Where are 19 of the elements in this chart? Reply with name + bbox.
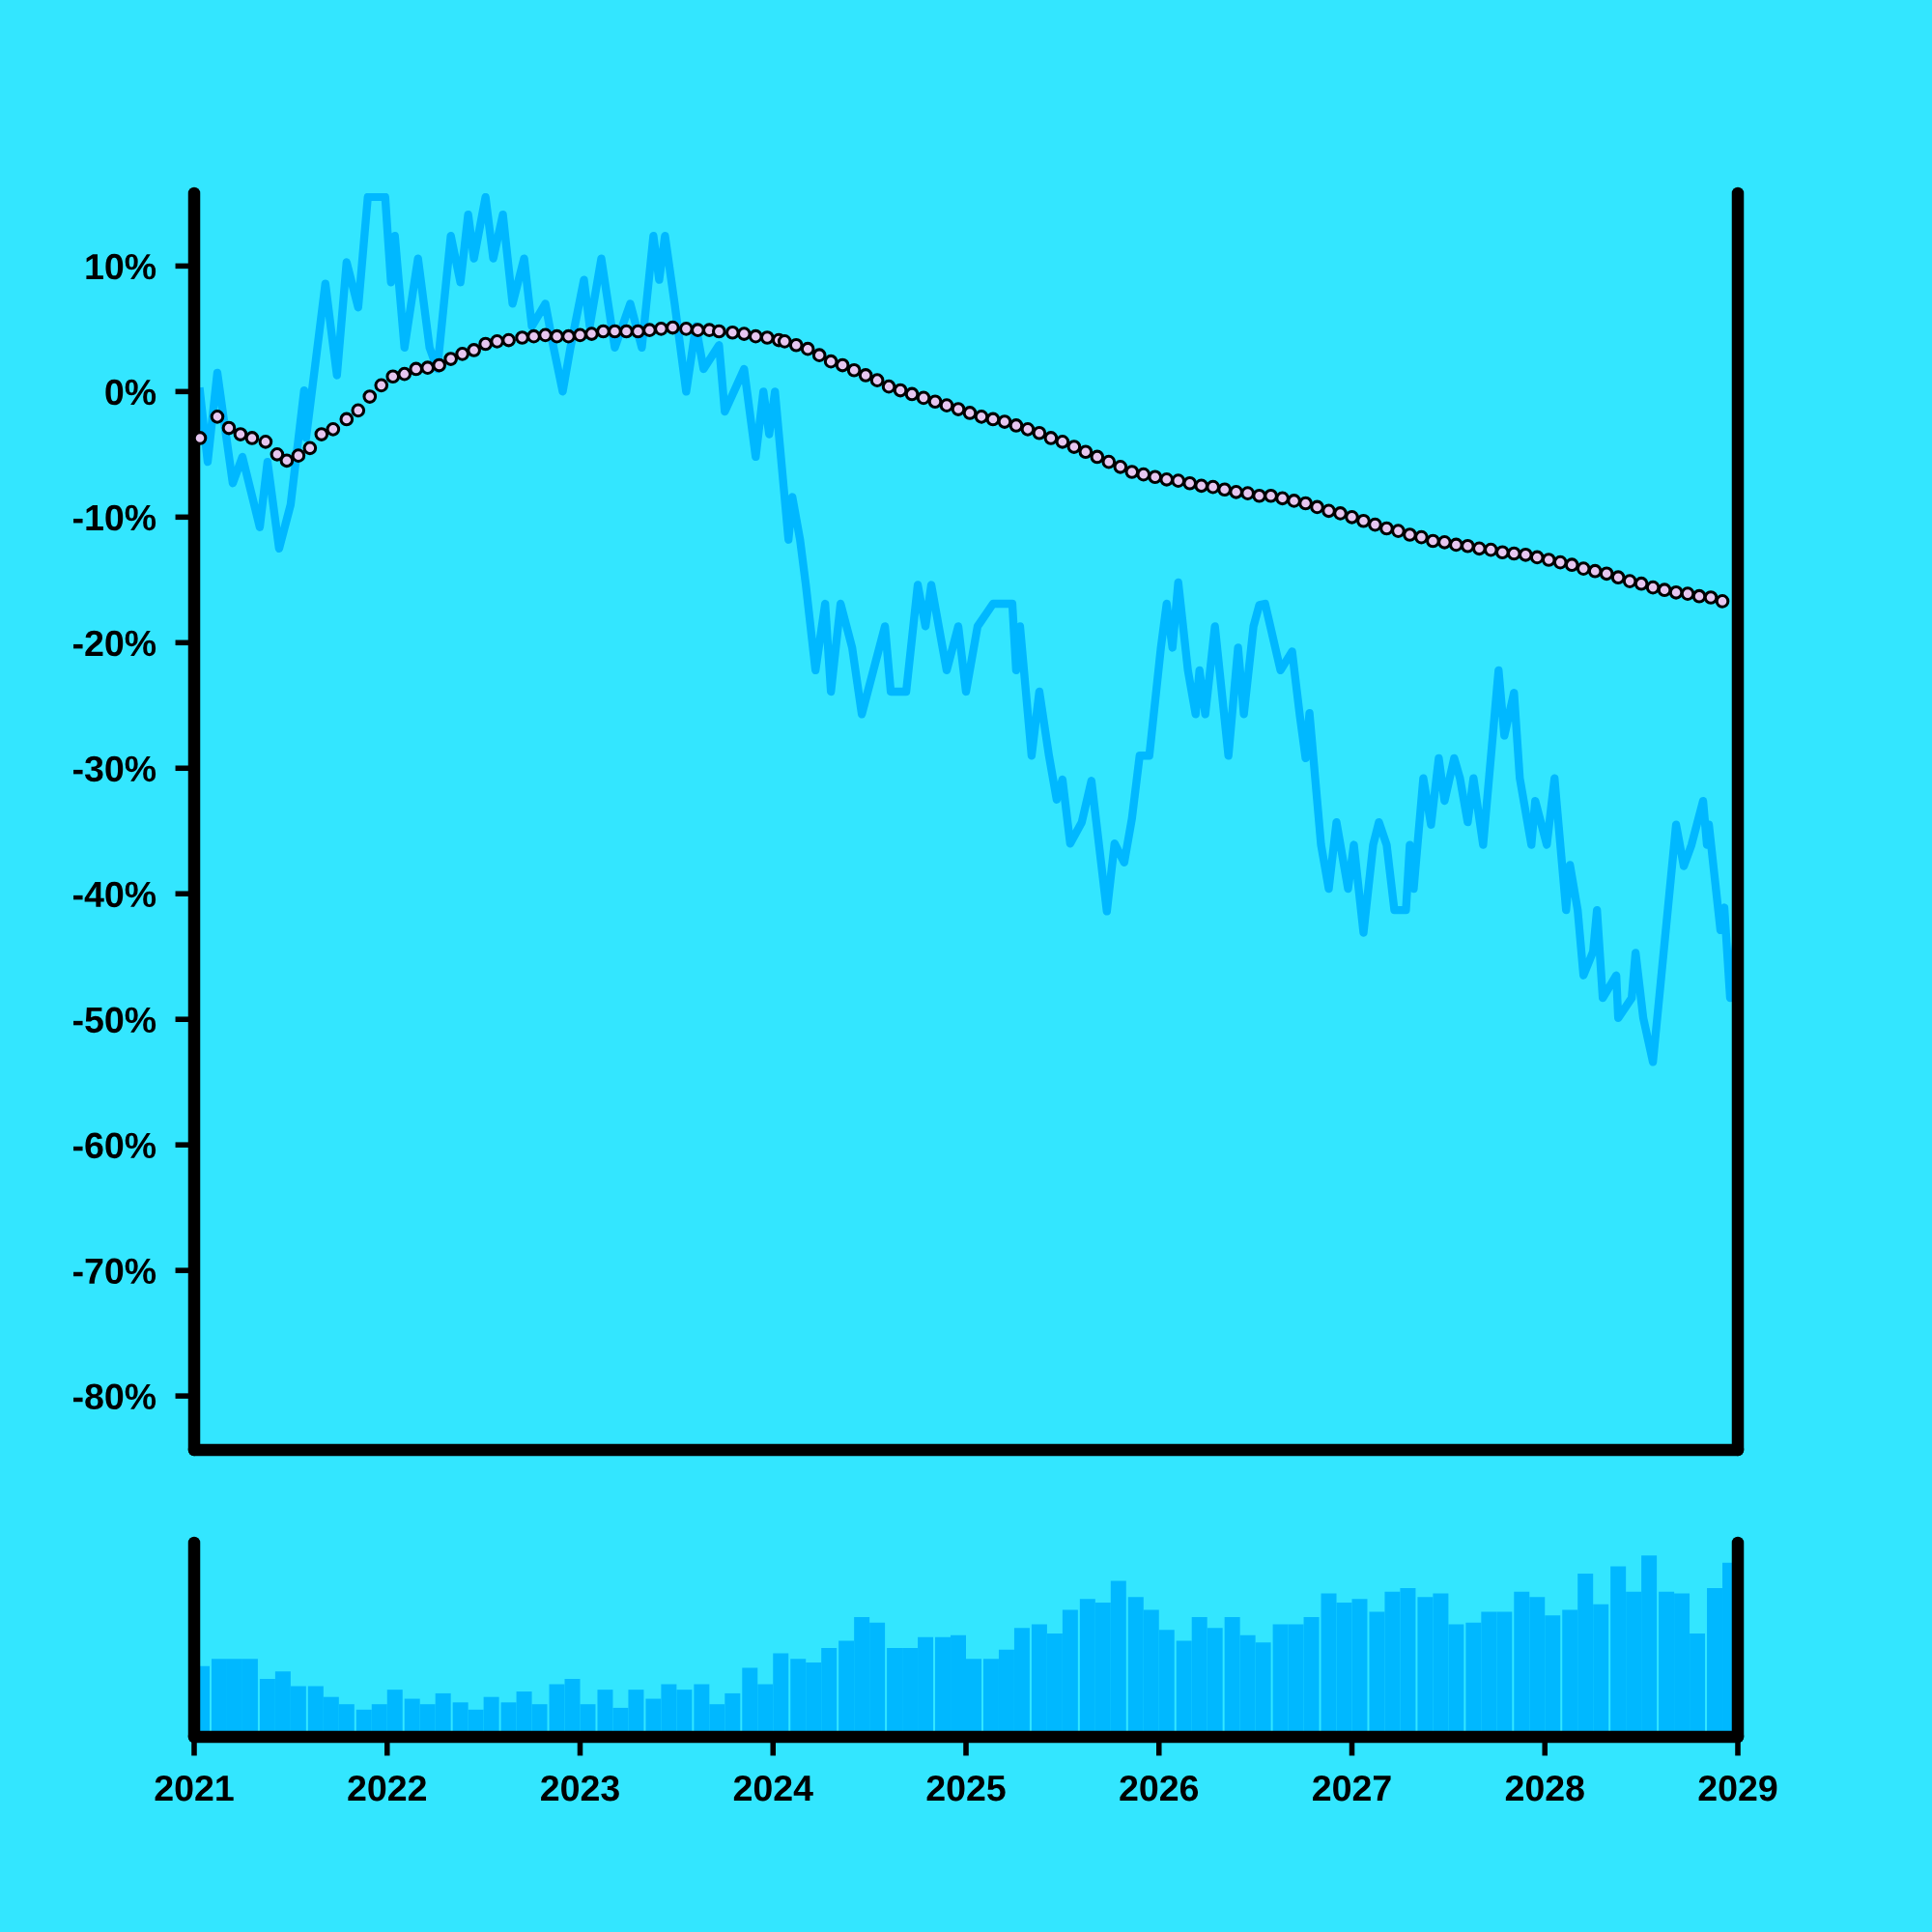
y-tick-label: -10%: [73, 504, 156, 531]
x-tick-label: 2021: [155, 1775, 234, 1802]
x-tick-label: 2025: [926, 1775, 1006, 1802]
x-tick-label: 2026: [1120, 1775, 1199, 1802]
y-tick-label: -80%: [73, 1383, 156, 1410]
x-tick-label: 2022: [348, 1775, 426, 1802]
x-tick-label: 2027: [1313, 1775, 1391, 1802]
y-tick-label: 0%: [105, 379, 156, 406]
x-tick-label: 2029: [1698, 1775, 1777, 1802]
y-tick-label: -30%: [73, 755, 156, 782]
y-tick-label: 10%: [86, 253, 156, 280]
y-tick-label: -40%: [73, 881, 156, 908]
y-tick-label: -50%: [73, 1007, 156, 1034]
x-tick-label: 2028: [1505, 1775, 1584, 1802]
y-tick-label: -70%: [73, 1258, 156, 1285]
y-tick-label: -60%: [73, 1132, 156, 1159]
y-tick-label: -20%: [73, 630, 156, 657]
x-tick-label: 2023: [541, 1775, 619, 1802]
x-tick-label: 2024: [733, 1775, 813, 1802]
